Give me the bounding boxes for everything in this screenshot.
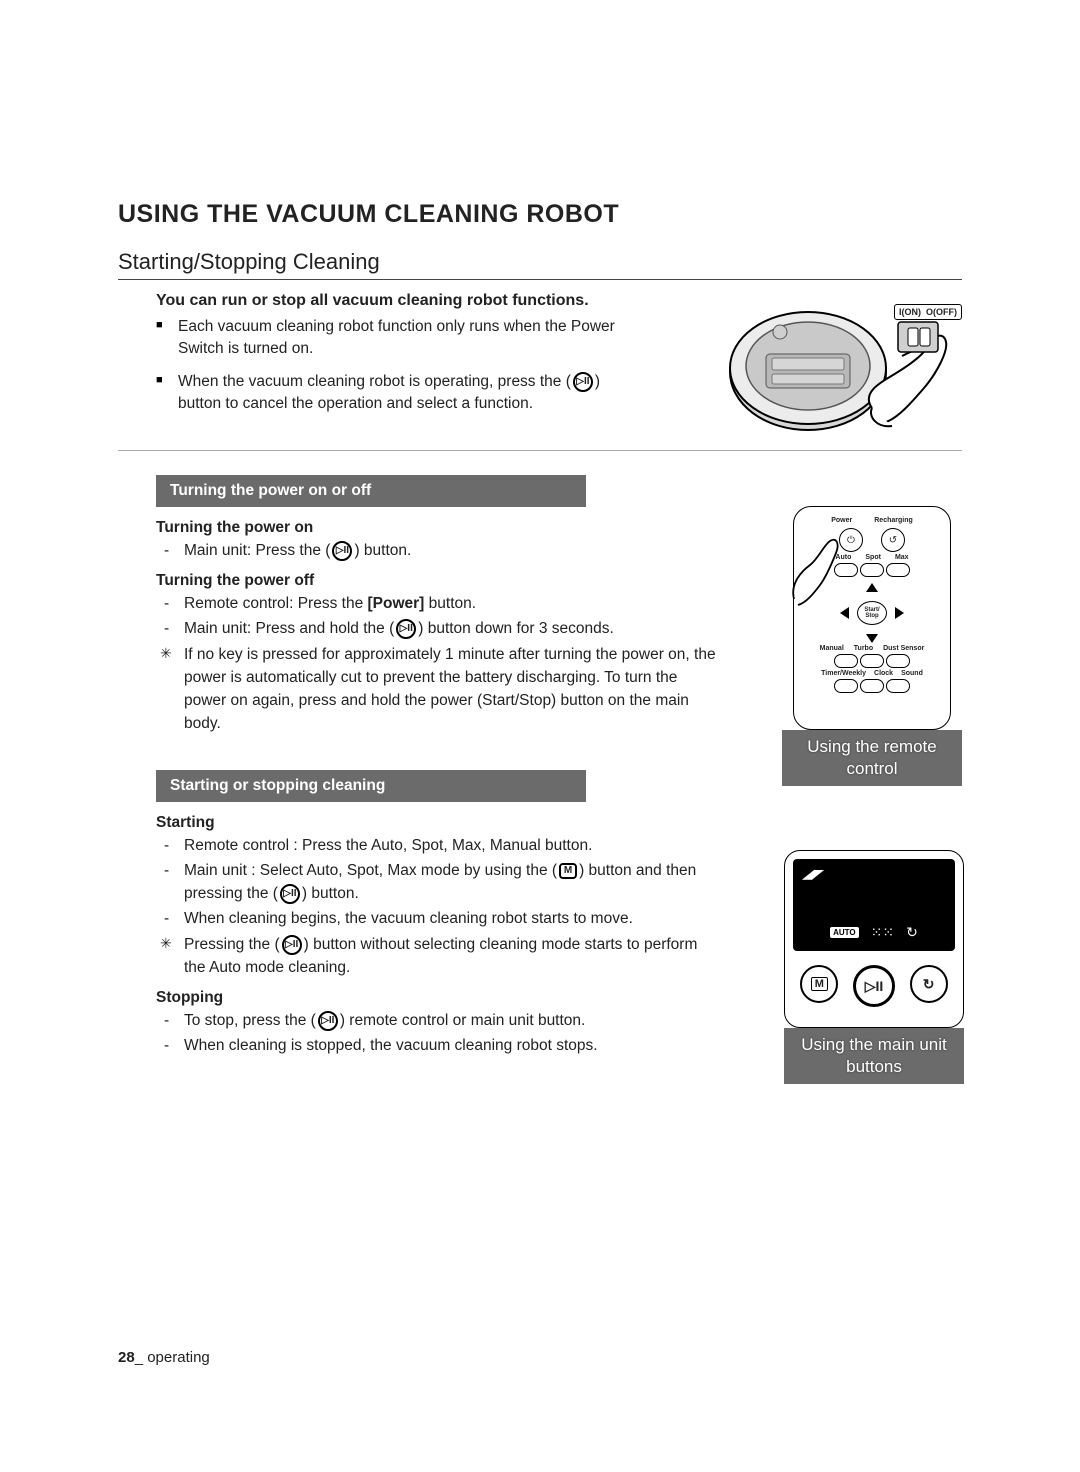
section-bar: Turning the power on or off [156, 475, 586, 507]
starting-heading: Starting [156, 814, 723, 832]
divider [118, 450, 962, 451]
remote-figure: PowerRecharging ⏻ ↺ AutoSpotMax Start/St… [782, 506, 962, 786]
page-number: 28 [118, 1349, 135, 1366]
power-on-heading: Turning the power on [156, 519, 723, 537]
brand-icon: ◢◤ [803, 867, 821, 881]
power-on-list: Main unit: Press the (▷II) button. [156, 539, 723, 562]
rule [118, 279, 962, 280]
unit-mode-button: M [800, 965, 838, 1003]
play-pause-icon: ▷II [573, 372, 593, 392]
intro-item: Each vacuum cleaning robot function only… [156, 316, 638, 361]
list-note: If no key is pressed for approximately 1… [156, 643, 723, 736]
list-item: Remote control: Press the [Power] button… [156, 592, 723, 615]
list-item: To stop, press the (▷II) remote control … [156, 1009, 723, 1032]
list-item: Main unit : Select Auto, Spot, Max mode … [156, 859, 723, 906]
on-off-label: I(ON) O(OFF) [894, 304, 962, 320]
power-off-heading: Turning the power off [156, 572, 723, 590]
list-note: Pressing the (▷II) button without select… [156, 933, 723, 980]
list-item: When cleaning begins, the vacuum cleanin… [156, 907, 723, 930]
remote-dpad: Start/Stop [834, 583, 910, 643]
remote-outline: PowerRecharging ⏻ ↺ AutoSpotMax Start/St… [793, 506, 951, 730]
stopping-list: To stop, press the (▷II) remote control … [156, 1009, 723, 1058]
list-item: When cleaning is stopped, the vacuum cle… [156, 1034, 723, 1057]
main-unit-screen: ◢◤ AUTO ⁙⁙ ↻ [793, 859, 955, 951]
grid-icon: ⁙⁙ [871, 924, 894, 941]
unit-recharge-button: ↻ [910, 965, 948, 1003]
intro-item: When the vacuum cleaning robot is operat… [156, 371, 638, 416]
mode-m-icon: M [559, 863, 577, 879]
page-footer: 28_ operating [118, 1349, 210, 1366]
intro-heading: You can run or stop all vacuum cleaning … [156, 292, 638, 310]
recharge-icon: ↻ [906, 924, 918, 941]
section-name: operating [147, 1349, 210, 1366]
list-item: Remote control : Press the Auto, Spot, M… [156, 834, 723, 857]
power-off-list: Remote control: Press the [Power] button… [156, 592, 723, 736]
page-title: USING THE VACUUM CLEANING ROBOT [118, 200, 962, 229]
play-pause-icon: ▷II [280, 884, 300, 904]
section-bar: Starting or stopping cleaning [156, 770, 586, 802]
play-pause-icon: ▷II [282, 935, 302, 955]
robot-figure: I(ON) O(OFF) [722, 298, 960, 438]
main-unit-figure: ◢◤ AUTO ⁙⁙ ↻ M ▷II ↻ Using the main unit… [784, 850, 964, 1084]
main-unit-outline: ◢◤ AUTO ⁙⁙ ↻ M ▷II ↻ [784, 850, 964, 1028]
stopping-heading: Stopping [156, 989, 723, 1007]
play-pause-icon: ▷II [396, 619, 416, 639]
subtitle: Starting/Stopping Cleaning [118, 249, 962, 275]
unit-startstop-button: ▷II [853, 965, 895, 1007]
remote-recharge-icon: ↺ [881, 528, 905, 552]
play-pause-icon: ▷II [332, 541, 352, 561]
main-unit-caption: Using the main unit buttons [784, 1028, 964, 1084]
play-pause-icon: ▷II [318, 1011, 338, 1031]
starting-list: Remote control : Press the Auto, Spot, M… [156, 834, 723, 980]
list-item: Main unit: Press and hold the (▷II) butt… [156, 617, 723, 640]
auto-icon: AUTO [830, 927, 859, 938]
intro-list: Each vacuum cleaning robot function only… [156, 316, 638, 416]
list-item: Main unit: Press the (▷II) button. [156, 539, 723, 562]
